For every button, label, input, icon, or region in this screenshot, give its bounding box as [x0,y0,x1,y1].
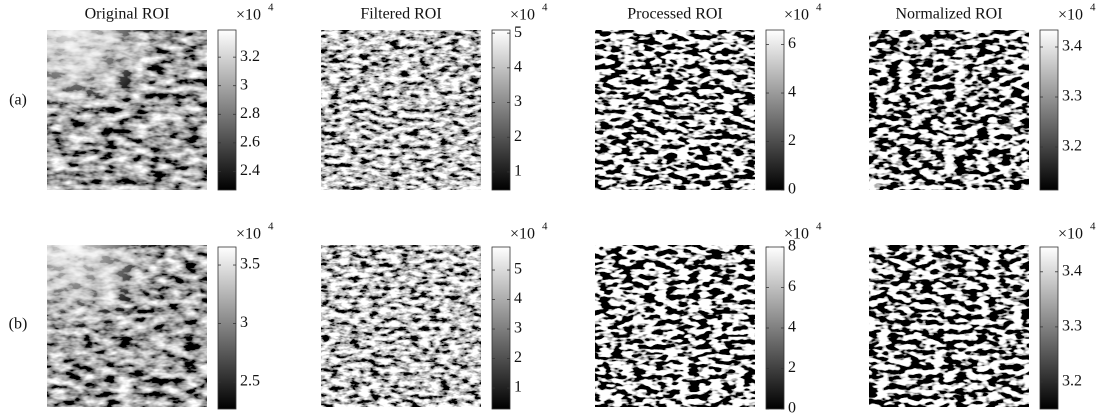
column-title: Processed ROI [627,6,723,23]
colorbar-tick-label: 3.3 [1062,88,1082,105]
colorbar-multiplier: ×10 [784,226,809,243]
colorbar-tick-label: 4 [788,319,796,336]
colorbar-tick-label: 0 [788,181,796,198]
page: {"row_labels": ["(a)", "(b)"], "columns"… [0,0,1106,418]
colorbar-exponent: 4 [268,221,274,233]
colorbar-tick-label: 4 [514,290,522,307]
colorbar-multiplier: ×10 [510,226,535,243]
colorbar-tick-label: 0 [788,400,796,417]
roi-image [595,245,755,407]
colorbar-tick-label: 2 [788,359,796,376]
colorbar-tick-label: 5 [514,261,522,278]
column-title: Original ROI [85,6,170,23]
colorbar-tick-label: 1 [514,163,522,180]
colorbar [766,30,784,190]
roi-highlight [47,30,207,190]
colorbar-exponent: 4 [542,221,548,233]
colorbar-tick-label: 2 [514,349,522,366]
row-label: (b) [9,316,28,333]
colorbar [218,30,236,190]
column-title: Normalized ROI [895,6,1002,23]
roi-highlight [47,245,207,407]
colorbar-tick-label: 1 [514,379,522,396]
colorbar [492,30,510,190]
colorbar-tick-label: 2.8 [240,105,260,122]
colorbar-multiplier: ×10 [784,7,809,24]
colorbar-tick-label: 6 [788,35,796,52]
colorbar [1040,247,1058,409]
colorbar-tick-label: 3.4 [1062,262,1082,279]
colorbar-multiplier: ×10 [236,226,261,243]
colorbar-tick-label: 2.6 [240,134,260,151]
colorbar-tick-label: 3.2 [1062,373,1082,390]
roi-image [321,30,481,190]
colorbar-tick-label: 3.3 [1062,318,1082,335]
colorbar-tick-label: 3 [240,76,248,93]
colorbar [1040,30,1058,190]
colorbar-exponent: 4 [542,2,548,14]
colorbar-exponent: 4 [816,221,822,233]
colorbar-exponent: 4 [1090,2,1096,14]
colorbar-tick-label: 2 [788,132,796,149]
colorbar-multiplier: ×10 [510,7,535,24]
colorbar-exponent: 4 [1090,221,1096,233]
colorbar-tick-label: 3.4 [1062,38,1082,55]
figure: Original ROI Filtered ROI Processed ROI Nor… [0,0,1106,418]
colorbar-tick-label: 2.4 [240,162,260,179]
row-label: (a) [9,92,27,109]
colorbar [218,247,236,409]
colorbar-multiplier: ×10 [1058,7,1083,24]
colorbar-tick-label: 4 [788,84,796,101]
colorbar-tick-label: 4 [514,59,522,76]
colorbar [492,247,510,409]
colorbar-exponent: 4 [268,2,274,14]
colorbar-multiplier: ×10 [236,7,261,24]
colorbar-tick-label: 6 [788,278,796,295]
roi-image [869,30,1029,190]
colorbar-tick-label: 3.5 [240,256,260,273]
colorbar-exponent: 4 [816,2,822,14]
colorbar-multiplier: ×10 [1058,226,1083,243]
roi-image [595,30,755,190]
colorbar-tick-label: 2.5 [240,373,260,390]
roi-image [869,245,1029,407]
colorbar-tick-label: 3 [240,314,248,331]
roi-image [321,245,481,407]
colorbar-tick-label: 5 [514,24,522,41]
colorbar-tick-label: 3 [514,93,522,110]
colorbar-tick-label: 2 [514,128,522,145]
colorbar-tick-label: 3.2 [1062,138,1082,155]
column-title: Filtered ROI [360,6,441,23]
colorbar-tick-label: 3.2 [240,48,260,65]
colorbar-tick-label: 3 [514,320,522,337]
